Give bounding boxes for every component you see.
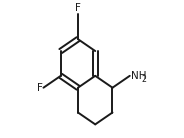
Text: NH: NH xyxy=(131,71,146,81)
Text: F: F xyxy=(36,83,42,93)
Text: 2: 2 xyxy=(141,75,146,84)
Text: F: F xyxy=(75,3,81,13)
